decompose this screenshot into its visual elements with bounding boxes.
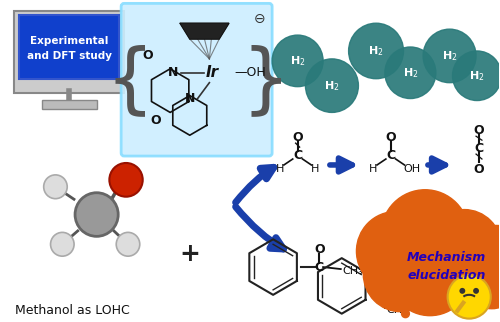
Text: N: N [168, 66, 178, 79]
Text: H$_2$: H$_2$ [402, 66, 418, 80]
Text: elucidation: elucidation [408, 269, 486, 281]
FancyBboxPatch shape [19, 15, 119, 79]
Text: Methanol as LOHC: Methanol as LOHC [14, 304, 130, 317]
Text: and DFT study: and DFT study [26, 51, 112, 61]
Circle shape [44, 175, 67, 199]
Polygon shape [180, 23, 229, 39]
Text: —OH: —OH [234, 66, 266, 79]
Text: O: O [474, 124, 484, 137]
Circle shape [452, 51, 500, 100]
Text: H$_2$: H$_2$ [368, 44, 384, 58]
Text: H: H [276, 164, 284, 174]
Circle shape [423, 29, 476, 83]
Text: OH: OH [404, 164, 421, 174]
Circle shape [462, 249, 500, 309]
Text: OH: OH [377, 259, 394, 269]
Text: +: + [180, 242, 200, 266]
Text: O: O [150, 114, 161, 127]
Text: Ir: Ir [206, 65, 219, 80]
Text: CH₃: CH₃ [342, 266, 363, 276]
Text: O: O [142, 49, 153, 62]
Text: H$_2$: H$_2$ [324, 79, 340, 92]
Circle shape [272, 35, 323, 87]
Text: H$_2$: H$_2$ [470, 69, 485, 83]
Circle shape [404, 298, 416, 310]
Circle shape [110, 163, 142, 197]
Text: C: C [314, 260, 324, 274]
Text: C: C [474, 142, 484, 155]
Text: ⊖: ⊖ [254, 12, 265, 26]
Circle shape [385, 47, 436, 99]
Circle shape [389, 232, 471, 316]
Circle shape [348, 23, 404, 79]
Text: O: O [314, 243, 324, 256]
Text: }: } [241, 44, 290, 118]
FancyBboxPatch shape [14, 11, 124, 93]
Circle shape [116, 232, 140, 256]
Text: C: C [386, 148, 396, 162]
Text: C: C [293, 148, 302, 162]
Text: {: { [106, 44, 154, 118]
Text: N: N [184, 92, 195, 105]
Circle shape [430, 239, 498, 309]
Text: Mechanism: Mechanism [407, 251, 486, 264]
Text: O: O [474, 164, 484, 176]
FancyBboxPatch shape [42, 99, 96, 109]
FancyBboxPatch shape [121, 3, 272, 156]
Text: O: O [386, 131, 396, 144]
Circle shape [460, 288, 466, 294]
Circle shape [381, 190, 469, 279]
Circle shape [473, 288, 479, 294]
Circle shape [356, 212, 435, 291]
Text: H: H [369, 164, 378, 174]
Text: Experimental: Experimental [30, 36, 108, 46]
Circle shape [427, 210, 500, 285]
Circle shape [306, 59, 358, 112]
Text: H: H [311, 164, 320, 174]
Circle shape [50, 232, 74, 256]
Text: CH₃: CH₃ [387, 305, 407, 315]
Text: O: O [292, 131, 303, 144]
Text: H$_2$: H$_2$ [290, 54, 306, 68]
Circle shape [448, 275, 491, 319]
Text: H$_2$: H$_2$ [442, 49, 458, 63]
Text: CH: CH [377, 286, 393, 296]
Circle shape [464, 225, 500, 289]
Circle shape [402, 310, 409, 317]
Circle shape [408, 284, 423, 300]
Circle shape [75, 193, 118, 236]
Circle shape [364, 236, 438, 312]
